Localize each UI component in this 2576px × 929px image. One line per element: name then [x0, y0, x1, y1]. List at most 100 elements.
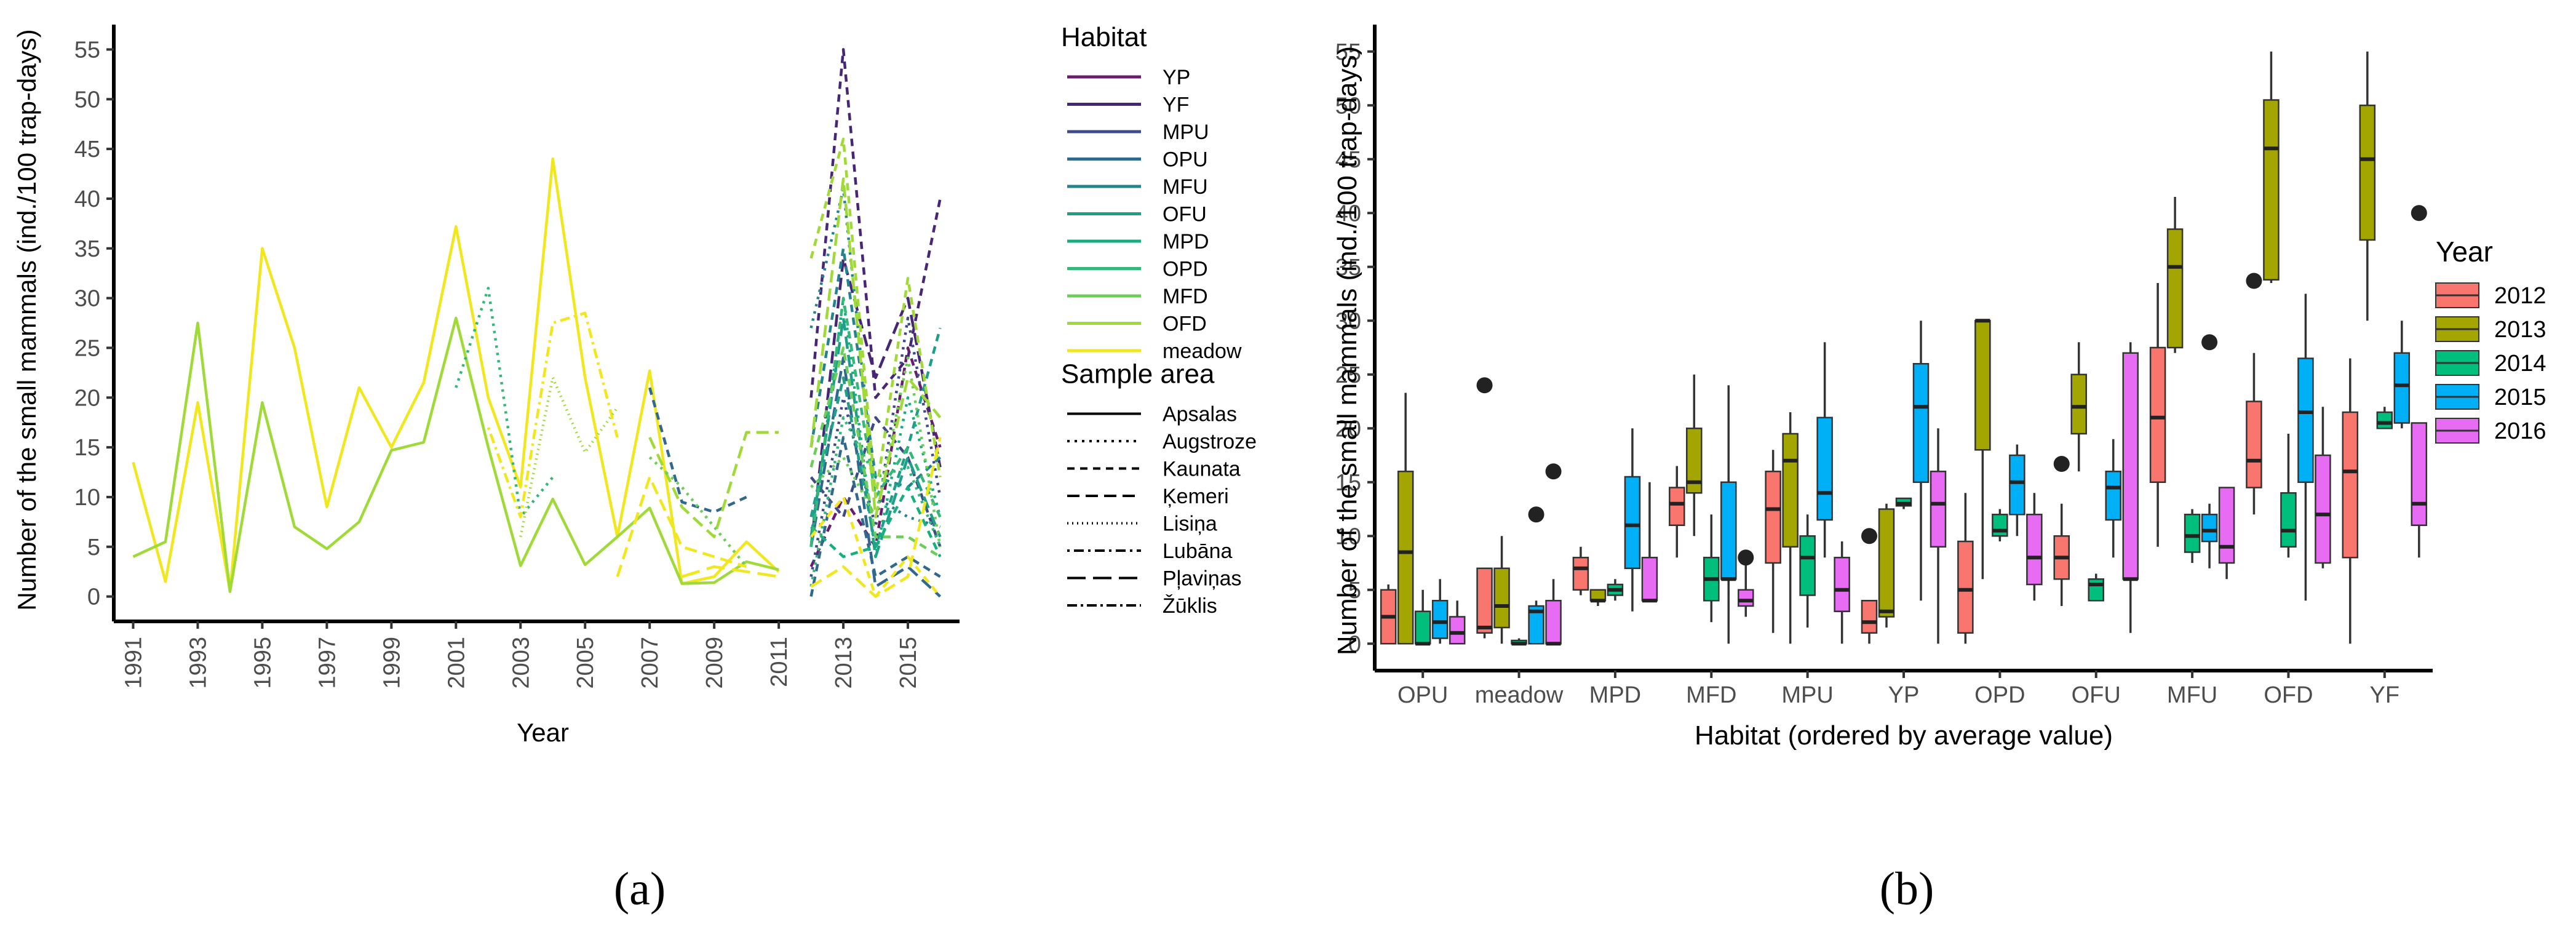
y-tick-label: 45: [1335, 147, 1361, 173]
x-tick-label: 2005: [573, 637, 598, 689]
box-OFU-2015: [2105, 439, 2121, 558]
box-body: [2263, 99, 2280, 281]
box-body: [1449, 616, 1466, 645]
y-tick-label: 5: [87, 535, 100, 560]
x-tick-label: meadow: [1475, 682, 1564, 708]
x-tick-label: MPU: [1781, 682, 1833, 708]
x-axis-title: Year: [517, 718, 569, 747]
box-MPD-2015: [1624, 428, 1641, 612]
box-MFD-2014: [1703, 514, 1720, 623]
box-OPU-2015: [1431, 579, 1449, 644]
box-body: [1992, 514, 2008, 537]
box-body: [1493, 567, 1510, 629]
legend-year-title: Year: [2436, 236, 2493, 268]
series-line-12: [809, 257, 942, 548]
box-outlier-point: [2246, 273, 2262, 289]
box-body: [1957, 540, 1974, 634]
legend-year-label: 2016: [2494, 418, 2546, 444]
box-meadow-2013: [1493, 536, 1510, 644]
y-tick-label: 35: [1335, 255, 1361, 281]
box-OFD-2016: [2315, 407, 2331, 568]
box-body: [2105, 471, 2121, 521]
legend-area-label: Kaunata: [1163, 458, 1241, 481]
y-tick-label: 55: [74, 37, 100, 63]
legend-habitat-label: OPD: [1163, 258, 1208, 281]
box-body: [2184, 514, 2201, 553]
x-tick-label: OPU: [1397, 682, 1448, 708]
y-tick-label: 30: [74, 286, 100, 312]
box-body: [1765, 471, 1781, 564]
box-OPD-2016: [2026, 493, 2043, 601]
box-MPU-2014: [1799, 514, 1816, 628]
series-line-1: [132, 316, 779, 593]
legend-habitat-label: meadow: [1163, 340, 1242, 363]
box-OFU-2014: [2088, 573, 2104, 602]
box-body: [2280, 492, 2297, 548]
panel-a-line-chart: 0 5 10 15 20 25 30 35 40 45 50 55 1991 1993 1995 1997 19…: [12, 22, 1257, 747]
box-body: [2201, 514, 2218, 543]
box-body: [2026, 514, 2043, 586]
box-body: [1431, 600, 1449, 639]
y-axis-title: Number of the small mammals (ind./100 tr…: [1332, 46, 1362, 655]
box-MFD-2012: [1669, 466, 1685, 558]
x-tick-label: 2007: [637, 637, 663, 689]
box-outlier-point: [1528, 506, 1544, 523]
series-line-27: [809, 137, 942, 499]
box-outlier-point: [2411, 205, 2427, 221]
box-MPD-2014: [1607, 579, 1624, 601]
box-body: [2088, 578, 2104, 602]
box-OFU-2016: [2122, 342, 2139, 633]
box-MFU-2012: [2149, 283, 2166, 547]
box-meadow-2015: [1528, 506, 1544, 645]
legend-year-label: 2013: [2494, 317, 2546, 343]
box-OPD-2015: [2009, 444, 2025, 536]
series-line-2: [455, 287, 554, 519]
box-OFU-2013: [2070, 342, 2087, 472]
box-body: [1799, 535, 1816, 596]
box-body: [1720, 481, 1737, 580]
panel-b-label: (b): [1880, 863, 1934, 915]
legend-year-label: 2015: [2494, 385, 2546, 410]
box-body: [2315, 454, 2331, 564]
box-body: [1816, 417, 1833, 521]
series-line-22: [809, 297, 942, 559]
legend-habitat-label: MPU: [1163, 121, 1209, 144]
box-OPU-2013: [1397, 393, 1414, 645]
series-line-11: [809, 48, 942, 399]
box-MFU-2014: [2184, 509, 2201, 563]
legend-habitat-label: MPD: [1163, 230, 1209, 253]
series-line-21: [810, 485, 942, 559]
legend-area-label: Apsalas: [1163, 403, 1237, 426]
box-body: [1641, 557, 1658, 602]
x-tick-label: 2001: [443, 637, 469, 689]
x-tick-label: 2011: [766, 637, 792, 687]
box-body: [2297, 357, 2314, 483]
box-MPU-2013: [1782, 412, 1799, 644]
y-tick-label: 0: [1348, 631, 1361, 657]
y-tick-label: 55: [1335, 39, 1361, 65]
x-tick-label: YP: [1888, 682, 1920, 708]
box-body: [2359, 105, 2376, 241]
box-outlier-point: [1545, 463, 1562, 480]
box-outlier-point: [1738, 549, 1754, 566]
series-line-28: [809, 177, 942, 519]
box-body: [1669, 487, 1685, 526]
box-body: [1878, 508, 1895, 618]
legend-area-title: Sample area: [1061, 359, 1215, 389]
box-MPD-2012: [1572, 546, 1589, 596]
legend-area-label: Žūklis: [1163, 594, 1217, 618]
box-meadow-2016: [1545, 463, 1562, 646]
series-line-6: [648, 431, 779, 538]
box-MFD-2015: [1720, 385, 1737, 644]
box-body: [2009, 454, 2025, 516]
legend-habitat-label: OFU: [1163, 203, 1207, 226]
box-MFU-2016: [2218, 487, 2235, 580]
panel-b-box-plot: 0 5 10 15 20 25 30 35 40 45 50 55 OPU meadow MPD MFD MPU…: [1332, 25, 2546, 751]
box-body: [2376, 411, 2393, 429]
x-tick-label: OFU: [2072, 682, 2121, 708]
y-tick-label: 40: [74, 186, 100, 212]
box-MFD-2013: [1686, 374, 1703, 536]
legend-habitat-label: OFD: [1163, 313, 1207, 336]
x-tick-label: MPD: [1589, 682, 1641, 708]
box-MPU-2012: [1765, 450, 1781, 633]
